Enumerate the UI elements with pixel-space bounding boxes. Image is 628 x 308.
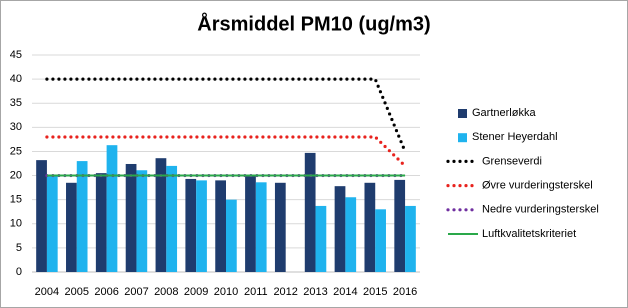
x-tick-label: 2006	[94, 286, 118, 298]
x-tick-label: 2005	[65, 286, 89, 298]
legend-label: Grenseverdi	[482, 155, 542, 167]
line-series	[45, 77, 407, 154]
y-tick-label: 15	[10, 194, 22, 206]
x-tick-label: 2007	[124, 286, 148, 298]
bar	[215, 180, 226, 272]
bar	[95, 173, 107, 272]
bar	[304, 152, 316, 272]
chart-title: Årsmiddel PM10 (ug/m3)	[197, 11, 430, 35]
bar	[274, 182, 286, 272]
x-tick-label: 2010	[214, 286, 238, 298]
x-tick-label: 2004	[35, 286, 59, 298]
bar	[394, 179, 406, 272]
y-tick-label: 10	[10, 218, 22, 230]
x-tick-label: 2011	[244, 286, 268, 298]
bar	[166, 165, 178, 272]
bar	[226, 199, 237, 272]
x-tick-label: 2016	[393, 286, 417, 298]
bar	[36, 160, 47, 272]
bar	[46, 175, 58, 272]
legend-label: Øvre vurderingsterskel	[482, 180, 593, 192]
x-tick-label: 2015	[363, 286, 387, 298]
bar	[405, 205, 416, 272]
bar	[125, 163, 137, 272]
line-series	[45, 135, 407, 168]
x-tick-label: 2014	[333, 286, 357, 298]
bar	[334, 186, 346, 272]
bar	[155, 158, 167, 272]
y-tick-label: 30	[10, 121, 22, 133]
y-tick-label: 35	[10, 97, 22, 109]
x-tick-label: 2008	[154, 286, 178, 298]
x-tick-label: 2013	[303, 286, 327, 298]
bar	[345, 197, 357, 272]
legend-label: Luftkvalitetskriteriet	[482, 228, 576, 240]
bar	[106, 145, 118, 272]
bar	[185, 178, 197, 272]
bar	[196, 180, 207, 272]
bar	[66, 182, 77, 272]
bar	[136, 170, 148, 272]
bar	[375, 209, 386, 272]
bar	[76, 161, 88, 272]
bar	[364, 182, 376, 272]
y-tick-label: 5	[16, 242, 22, 254]
y-tick-label: 45	[10, 49, 22, 61]
x-tick-label: 2009	[184, 286, 208, 298]
legend-label: Gartnerløkka	[472, 107, 536, 119]
legend-swatch	[458, 133, 467, 143]
legend-label: Nedre vurderingsterskel	[482, 204, 599, 216]
y-tick-label: 0	[16, 266, 22, 278]
x-tick-label: 2012	[273, 286, 297, 298]
legend-label: Stener Heyerdahl	[472, 131, 558, 143]
bar	[255, 182, 267, 272]
y-tick-label: 25	[10, 145, 22, 157]
y-tick-label: 20	[10, 169, 22, 181]
y-tick-label: 40	[10, 73, 22, 85]
bar	[245, 176, 256, 272]
legend-swatch	[458, 109, 467, 118]
bar	[315, 205, 327, 272]
